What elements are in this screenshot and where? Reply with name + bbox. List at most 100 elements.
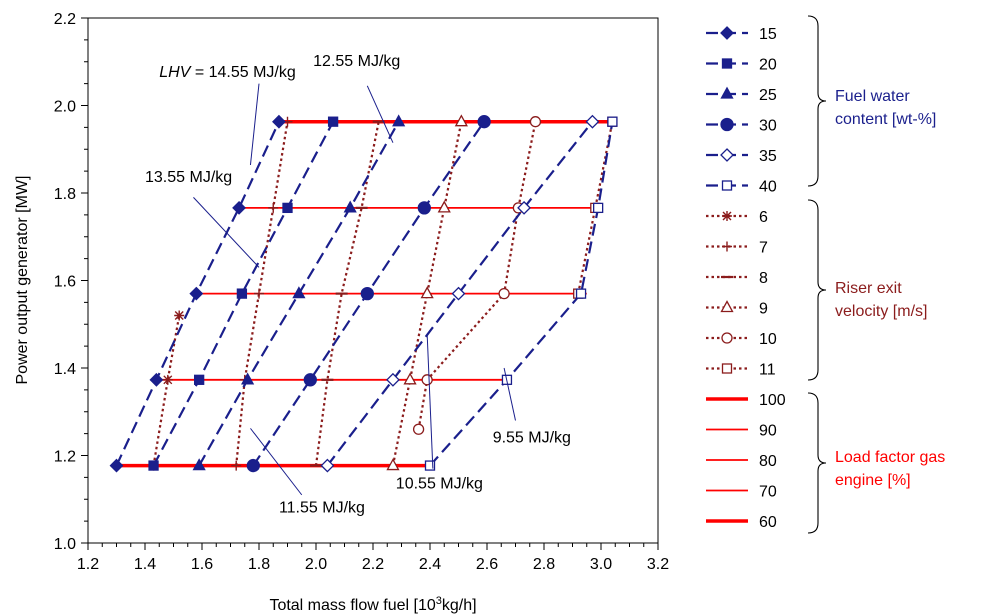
- legend-group-title: engine [%]: [835, 472, 911, 489]
- water-marker-35: [585, 114, 600, 129]
- water-marker-25: [192, 458, 206, 471]
- legend-marker-water-15: [720, 26, 734, 40]
- legend-group-title: Fuel water: [835, 88, 910, 105]
- y-tick-label: 1.6: [54, 274, 76, 291]
- legend-label-load-70: 70: [759, 484, 777, 501]
- y-tick-label: 2.0: [54, 99, 76, 116]
- x-tick-label: 2.0: [305, 556, 327, 573]
- water-marker-25: [292, 286, 306, 299]
- velocity-line-6: [152, 315, 181, 466]
- legend-label-load-80: 80: [759, 453, 777, 470]
- velocity-marker-10: [412, 423, 425, 435]
- legend-brace-1: [807, 199, 827, 381]
- annotation-label: 10.55 MJ/kg: [396, 475, 483, 492]
- legend-marker-water-30: [720, 117, 734, 132]
- water-marker-15: [232, 200, 246, 215]
- legend-group-title: velocity [m/s]: [835, 303, 927, 320]
- water-marker-35: [451, 286, 466, 301]
- water-marker-35: [386, 372, 400, 387]
- x-tick-label: 2.6: [476, 556, 498, 573]
- velocity-marker-9: [454, 114, 468, 127]
- x-tick-label: 1.8: [248, 556, 270, 573]
- water-marker-15: [189, 286, 204, 301]
- water-marker-40: [424, 460, 436, 471]
- x-tick-label: 1.4: [134, 556, 156, 573]
- water-marker-40: [575, 288, 587, 299]
- x-tick-label: 3.0: [590, 556, 612, 573]
- annotation-leader: [250, 428, 303, 496]
- velocity-marker-10: [529, 116, 542, 128]
- legend-group-title: content [wt-%]: [835, 111, 936, 128]
- x-tick-label: 3.2: [647, 556, 669, 573]
- velocity-marker-9: [420, 286, 434, 299]
- y-axis-title: Power output generator [MW]: [14, 176, 31, 385]
- y-tick-label: 1.8: [54, 186, 76, 203]
- annotation-leader: [366, 85, 394, 143]
- legend-label-load-90: 90: [759, 423, 777, 440]
- x-axis-title: Total mass flow fuel [103kg/h]: [269, 595, 476, 614]
- water-marker-20: [148, 460, 159, 471]
- water-marker-30: [303, 373, 317, 387]
- legend-label-water-20: 20: [759, 57, 777, 74]
- legend-label-water-35: 35: [759, 148, 777, 165]
- plot-area: [87, 17, 659, 544]
- legend-label-velocity-8: 8: [759, 270, 768, 287]
- water-marker-15: [149, 372, 164, 387]
- x-tick-label: 2.4: [419, 556, 441, 573]
- legend-marker-water-20: [721, 58, 733, 69]
- water-marker-20: [327, 116, 339, 127]
- water-marker-15: [109, 458, 124, 473]
- velocity-marker-6: [174, 310, 185, 321]
- velocity-marker-9: [437, 200, 451, 213]
- y-tick-label: 1.2: [54, 449, 76, 466]
- legend-group-title: Riser exit: [835, 280, 902, 297]
- water-marker-30: [246, 458, 260, 473]
- plot-frame: [87, 17, 659, 544]
- velocity-line-11: [577, 121, 614, 294]
- y-tick-label: 1.4: [54, 361, 76, 378]
- x-tick-label: 2.8: [533, 556, 555, 573]
- legend-label-water-30: 30: [759, 118, 777, 135]
- velocity-marker-9: [386, 458, 400, 471]
- legend-label-velocity-6: 6: [759, 209, 768, 226]
- water-marker-35: [517, 200, 531, 215]
- water-marker-20: [236, 288, 248, 299]
- annotation-label: 12.55 MJ/kg: [313, 53, 400, 70]
- water-marker-25: [343, 200, 357, 213]
- axis-ticks: 1.2 1.4 1.6 1.8 2.0 2.2 2.4 2.6 2.8 3.0 3.21.01.21…: [54, 11, 669, 573]
- water-marker-25: [392, 114, 406, 127]
- x-tick-label: 2.2: [362, 556, 384, 573]
- legend-marker-water-40: [721, 180, 733, 191]
- legend-marker-velocity-11: [721, 363, 733, 374]
- annotation-leader: [503, 367, 516, 421]
- annotation-label: 9.55 MJ/kg: [493, 429, 571, 446]
- velocity-line-7: [235, 121, 289, 466]
- water-marker-20: [193, 374, 205, 385]
- x-tick-label: 1.6: [191, 556, 213, 573]
- water-marker-40: [607, 116, 618, 127]
- velocity-marker-7: [254, 288, 264, 299]
- annotation-leader: [193, 197, 260, 268]
- water-marker-40: [593, 202, 604, 214]
- annotation-value: = 14.55 MJ/kg: [190, 64, 295, 81]
- legend-marker-velocity-6: [722, 211, 732, 221]
- velocity-line-9: [391, 121, 463, 466]
- annotation-label: LHV = 14.55 MJ/kg: [159, 64, 296, 81]
- legend-marker-water-25: [720, 86, 734, 99]
- legend-label-velocity-9: 9: [759, 301, 768, 318]
- annotation-leader: [426, 333, 434, 469]
- water-line-40: [429, 121, 614, 467]
- y-tick-label: 1.0: [54, 536, 76, 553]
- x-tick-label: 1.2: [77, 556, 99, 573]
- water-marker-30: [477, 115, 491, 129]
- legend-label-water-15: 15: [759, 26, 777, 43]
- water-marker-20: [282, 202, 293, 214]
- water-marker-35: [320, 458, 335, 473]
- water-lines: [109, 114, 618, 473]
- velocity-marker-7: [231, 460, 242, 471]
- velocity-marker-7: [268, 202, 279, 213]
- legend-label-velocity-11: 11: [759, 362, 776, 379]
- water-marker-30: [417, 201, 431, 215]
- lhv-label: LHV: [159, 64, 191, 81]
- legend-label-water-40: 40: [759, 179, 777, 196]
